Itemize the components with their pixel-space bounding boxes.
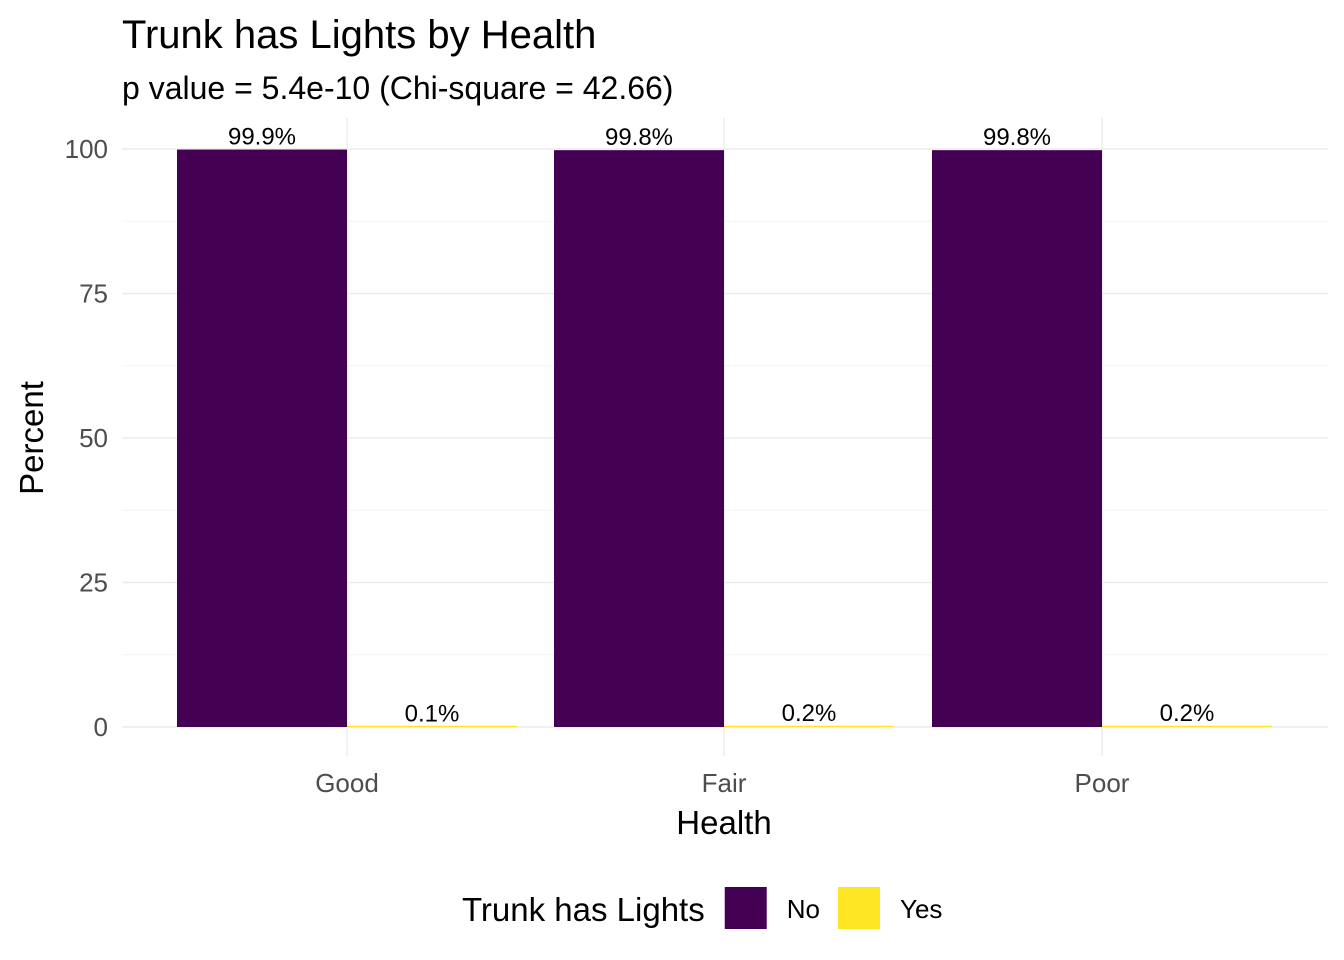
legend-title: Trunk has Lights	[462, 891, 705, 928]
y-tick-label: 100	[65, 134, 108, 164]
x-tick-label: Fair	[702, 768, 747, 798]
bar-yes-fair	[724, 725, 894, 727]
y-axis-title: Percent	[13, 381, 50, 495]
bar-no-good	[177, 149, 347, 727]
bars	[177, 149, 1272, 727]
x-tick-label: Poor	[1075, 768, 1130, 798]
y-tick-label: 50	[79, 423, 108, 453]
legend-label: No	[787, 894, 820, 924]
legend-label: Yes	[900, 894, 942, 924]
data-label: 99.9%	[228, 124, 296, 151]
chart-subtitle: p value = 5.4e-10 (Chi-square = 42.66)	[122, 70, 673, 106]
legend-key-no	[724, 887, 767, 929]
y-tick-label: 25	[79, 568, 108, 598]
data-label: 0.2%	[1160, 700, 1215, 727]
data-labels: 99.9% 99.8% 99.8% 0.1% 0.2% 0.2%	[228, 124, 1214, 728]
bar-no-poor	[932, 150, 1102, 727]
x-axis-ticks: Good Fair Poor	[315, 768, 1130, 798]
bar-yes-good	[347, 725, 517, 727]
chart-title: Trunk has Lights by Health	[122, 13, 596, 57]
data-label: 99.8%	[605, 124, 673, 151]
x-tick-label: Good	[315, 768, 379, 798]
y-tick-label: 75	[79, 279, 108, 309]
data-label: 0.1%	[405, 700, 460, 727]
bar-yes-poor	[1102, 725, 1272, 727]
legend: Trunk has Lights No Yes	[462, 887, 942, 929]
data-label: 0.2%	[782, 700, 837, 727]
y-axis-ticks: 0 25 50 75 100	[65, 134, 108, 742]
legend-key-yes	[837, 887, 880, 929]
x-axis-title: Health	[676, 804, 771, 841]
data-label: 99.8%	[983, 124, 1051, 151]
y-tick-label: 0	[94, 712, 108, 742]
bar-no-fair	[554, 150, 724, 727]
